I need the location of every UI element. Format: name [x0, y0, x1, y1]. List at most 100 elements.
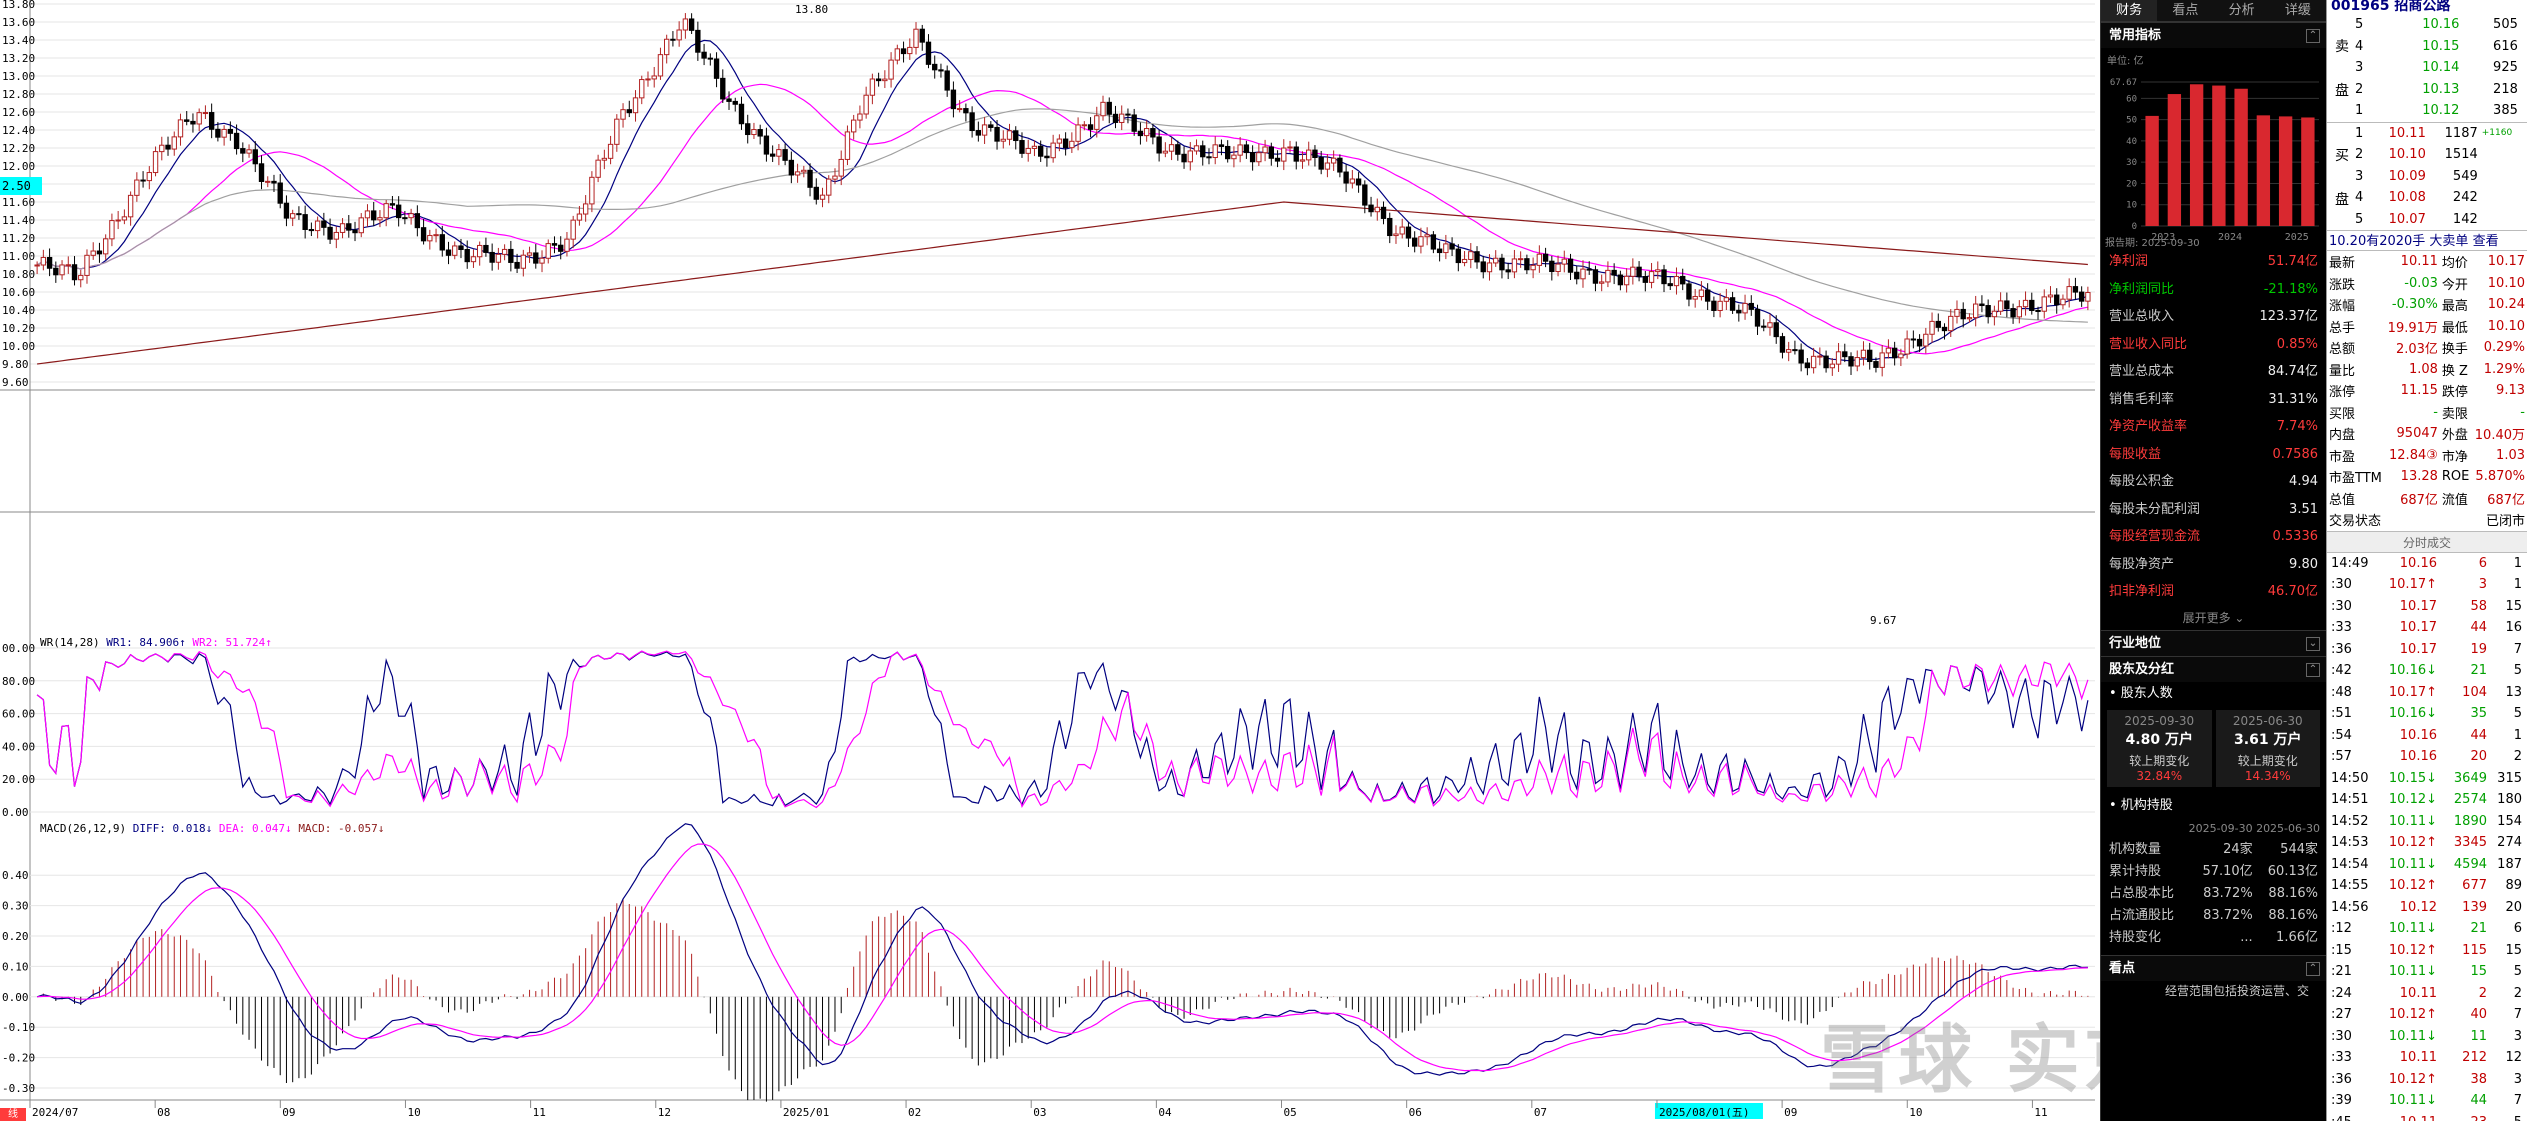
stat-row[interactable]: 市盈 12.84③ 市净 1.03 [2327, 445, 2527, 467]
ask-row[interactable]: 5 10.16 505 [2353, 14, 2527, 36]
ask-row[interactable]: 2 10.13 218 [2353, 79, 2527, 101]
bid-row[interactable]: 4 10.08 242 [2353, 187, 2527, 209]
wr1-value: WR1: 84.906↑ [106, 636, 186, 649]
stat-row[interactable]: 总值 687亿 流值 687亿 [2327, 488, 2527, 510]
ask-row[interactable]: 4 10.15 616 [2353, 36, 2527, 58]
collapse-icon[interactable]: ⌃ [2306, 961, 2320, 976]
time-axis-label: 04 [1158, 1106, 1172, 1119]
fin-row[interactable]: 净利润同比 -21.18% [2101, 276, 2326, 304]
profit-bar [2278, 116, 2293, 226]
watch-header[interactable]: 看点 ⌃ [2101, 954, 2326, 981]
stat-row[interactable]: 涨停 11.15 跌停 9.13 [2327, 380, 2527, 402]
bid-row[interactable]: 5 10.07 142 [2353, 209, 2527, 231]
stat-row[interactable]: 涨幅 -0.30% 最高 10.24 [2327, 294, 2527, 316]
kline-chart-area[interactable]: 13.80 13.60 13.40 13.20 13.00 12.80 12.60 12.40… [0, 0, 2314, 1121]
fin-value: 31.31% [2268, 391, 2318, 407]
stat-row[interactable]: 最新 10.11 均价 10.17 [2327, 251, 2527, 273]
candle-body [208, 112, 215, 130]
stat-row[interactable]: 总手 19.91万 最低 10.10 [2327, 316, 2527, 338]
fin-row[interactable]: 每股净资产 9.80 [2101, 551, 2326, 579]
stat-row[interactable]: 量比 1.08 换 Z 1.29% [2327, 359, 2527, 381]
candle-body [1349, 178, 1356, 184]
candle-body [1162, 150, 1169, 154]
bottom-left-tag[interactable]: 线 [0, 1108, 26, 1121]
candle-body [2085, 292, 2091, 302]
tab-analysis[interactable]: 分析 [2228, 3, 2255, 18]
tick-tab[interactable]: 分时成交 [2327, 530, 2527, 553]
tab-highlights[interactable]: 看点 [2172, 3, 2199, 18]
profit-bar [2189, 84, 2204, 226]
fin-row[interactable]: 营业收入同比 0.85% [2101, 331, 2326, 359]
fin-row[interactable]: 净资产收益率 7.74% [2101, 413, 2326, 441]
fin-row[interactable]: 扣非净利润 46.70亿 [2101, 578, 2326, 606]
ask-row[interactable]: 1 10.12 385 [2353, 100, 2527, 122]
tab-finance[interactable]: 财务 [2101, 0, 2158, 21]
stat-row[interactable]: 内盘 95047 外盘 10.40万 [2327, 423, 2527, 445]
collapse-icon[interactable]: ⌃ [2306, 29, 2320, 43]
fin-row[interactable]: 销售毛利率 31.31% [2101, 386, 2326, 414]
common-indicators-header[interactable]: 常用指标 ⌃ [2101, 22, 2326, 48]
fin-row[interactable]: 净利润 51.74亿 [2101, 248, 2326, 276]
stat-label: 总值 [2329, 492, 2356, 508]
ask-row[interactable]: 3 10.14 925 [2353, 57, 2527, 79]
stat-value: 已闭市 [2485, 514, 2525, 530]
candle-body [1623, 275, 1630, 286]
tick-time: :27 [2331, 1007, 2352, 1022]
tick-list[interactable]: 14:49 10.16 6 1:30 10.17↑ 3 1:30 10.17 58 15:33 10… [2327, 553, 2527, 1121]
stat-row[interactable]: 市盈TTM 13.28 ROE 5.870% [2327, 466, 2527, 488]
kline-chart-svg[interactable]: 13.80 13.60 13.40 13.20 13.00 12.80 12.60 12.40… [0, 0, 2100, 1121]
bid-extra [2480, 209, 2527, 231]
fin-row[interactable]: 每股公积金 4.94 [2101, 468, 2326, 496]
stat-value: 10.40万 [2474, 428, 2525, 444]
expand-more-link[interactable]: 展开更多 ⌄ [2182, 610, 2245, 625]
expand-icon[interactable]: ⌄ [2306, 636, 2320, 651]
tick-volume: 3345 [2453, 835, 2487, 850]
time-axis-label: 11 [533, 1106, 546, 1119]
fin-row[interactable]: 每股收益 0.7586 [2101, 441, 2326, 469]
candle-body [1673, 275, 1680, 287]
inst-label: 累计持股 [2109, 863, 2162, 879]
wr-axis-label: 60.00 [2, 708, 35, 721]
candle-body [2072, 286, 2079, 293]
bid-row[interactable]: 1 10.11 1187 +1160 [2353, 123, 2527, 145]
stat-row[interactable]: 涨跌 -0.03 今开 10.10 [2327, 273, 2527, 295]
fin-label: 每股收益 [2109, 446, 2162, 462]
ask-price: 10.14 [2422, 60, 2460, 76]
candle-body [2066, 286, 2072, 300]
candle-body [1786, 349, 1792, 353]
big-order-bar[interactable]: 10.20有2020手 大卖单 查看 [2327, 230, 2527, 251]
candle-body [308, 228, 315, 232]
stat-row[interactable]: 交易状态 已闭市 [2327, 509, 2527, 531]
candle-body [377, 217, 383, 221]
candle-body [1125, 113, 1131, 116]
collapse-icon[interactable]: ⌃ [2306, 662, 2320, 677]
fin-row[interactable]: 每股未分配利润 3.51 [2101, 496, 2326, 524]
candle-body [1642, 276, 1648, 283]
inst-value: 24家 [2223, 841, 2253, 857]
candle-body [1810, 355, 1817, 369]
candle-body [894, 48, 900, 61]
candle-body [1237, 144, 1243, 156]
industry-header[interactable]: 行业地位 ⌄ [2101, 629, 2326, 656]
tick-price: 10.11 [2375, 1112, 2437, 1121]
candle-body [1592, 269, 1599, 284]
fin-row[interactable]: 营业总收入 123.37亿 [2101, 303, 2326, 331]
stat-value: 0.29% [2483, 340, 2525, 356]
stat-label: 涨停 [2329, 385, 2356, 401]
tick-count: 1 [2513, 555, 2522, 571]
stat-row[interactable]: 买限 - 卖限 - [2327, 402, 2527, 424]
stat-row[interactable]: 总额 2.03亿 换手 0.29% [2327, 337, 2527, 359]
holders-header[interactable]: 股东及分红 ⌃ [2101, 655, 2326, 682]
price-axis-label: 11.20 [2, 232, 35, 245]
fin-row[interactable]: 营业总成本 84.74亿 [2101, 358, 2326, 386]
candle-body [1636, 266, 1642, 278]
candle-body [701, 51, 707, 59]
bid-row[interactable]: 3 10.09 549 [2353, 166, 2527, 188]
candle-body [956, 108, 963, 111]
fin-row[interactable]: 每股经营现金流 0.5336 [2101, 523, 2326, 551]
bid-row[interactable]: 2 10.10 1514 [2353, 144, 2527, 166]
ask-extra [2520, 79, 2527, 101]
tick-count: 274 [2497, 835, 2522, 850]
ma-long-line [36, 108, 2088, 323]
tab-details[interactable]: 详缓 [2284, 3, 2311, 18]
